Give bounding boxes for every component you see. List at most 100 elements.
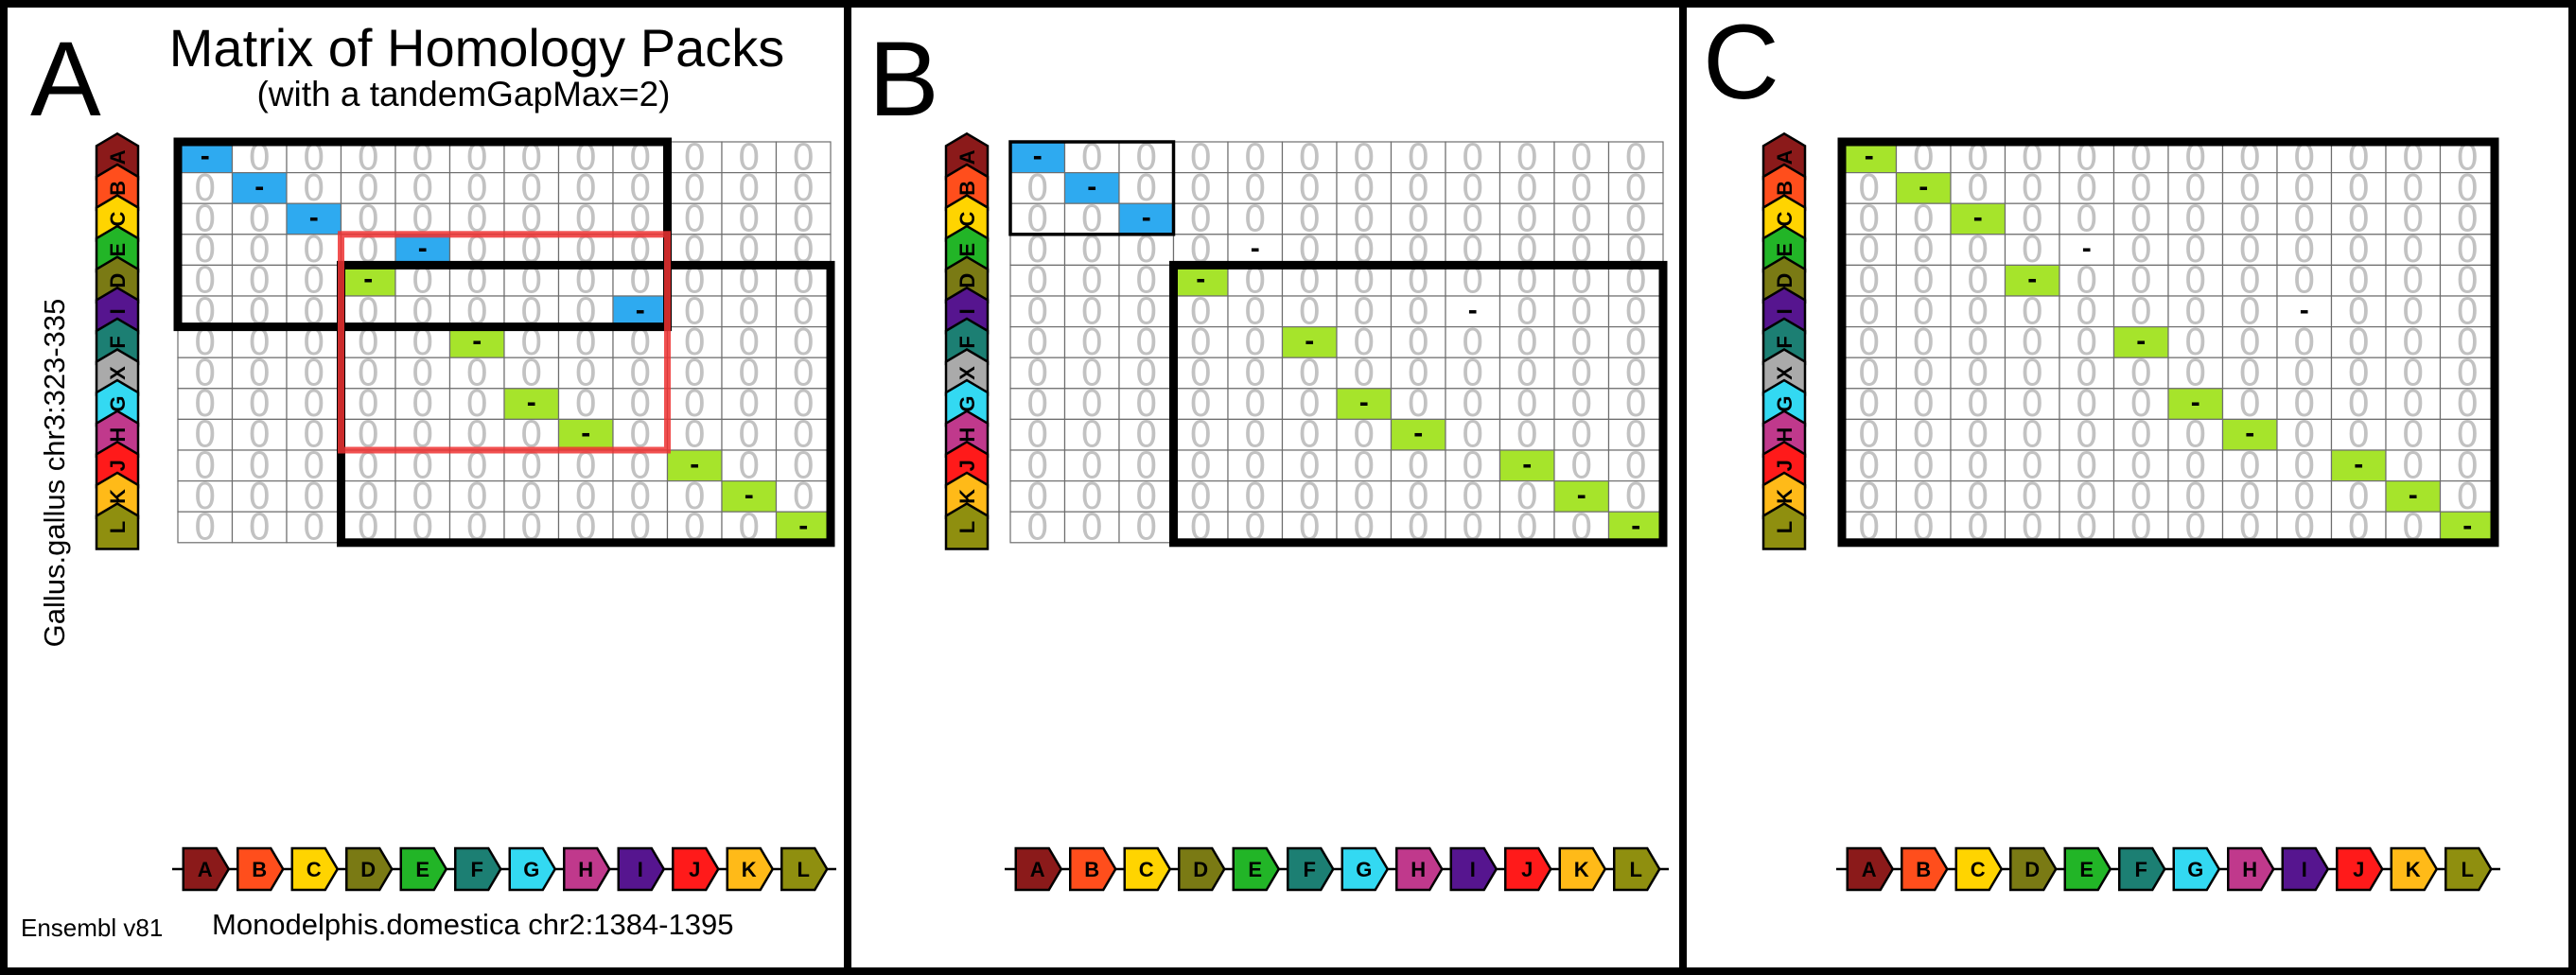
matrix-cell — [1607, 511, 1664, 544]
zero-value: 0 — [2129, 199, 2152, 240]
zero-value: 0 — [1967, 229, 1989, 270]
match-mark: - — [527, 387, 536, 418]
matrix-cell — [1895, 357, 1952, 390]
zero-value: 0 — [738, 167, 761, 209]
matrix-cell — [340, 295, 396, 328]
matrix-cell — [394, 388, 451, 420]
match-mark: - — [1142, 202, 1151, 234]
zero-value: 0 — [1026, 322, 1049, 363]
gene-label: C — [106, 211, 130, 226]
zero-value: 0 — [1570, 414, 1593, 456]
zero-value: 0 — [2456, 322, 2479, 363]
matrix-cell — [2059, 172, 2115, 204]
zero-value: 0 — [1516, 476, 1538, 517]
matrix-cell — [1950, 480, 2006, 513]
zero-value: 0 — [2076, 444, 2098, 486]
matrix-cell — [231, 511, 288, 544]
zero-value: 0 — [1624, 383, 1647, 425]
matrix-cell — [1118, 388, 1175, 420]
zero-value: 0 — [2076, 199, 2098, 240]
zero-value: 0 — [303, 476, 325, 517]
zero-value: 0 — [1026, 167, 1049, 209]
matrix-cell — [612, 418, 669, 451]
zero-value: 0 — [683, 414, 706, 456]
match-mark: - — [2245, 418, 2254, 449]
match-mark: - — [2027, 264, 2037, 295]
gene-arrow-shape — [1504, 846, 1552, 892]
matrix-cell — [1950, 234, 2006, 267]
match-mark: - — [254, 171, 264, 202]
zero-value: 0 — [1026, 476, 1049, 517]
zero-value: 0 — [2129, 444, 2152, 486]
matrix-cell — [1498, 449, 1555, 482]
col-gene-h: H — [563, 846, 611, 892]
gene-arrow-shape — [237, 846, 285, 892]
matrix-cell — [2276, 480, 2333, 513]
zero-value: 0 — [2076, 476, 2098, 517]
zero-value: 0 — [1353, 322, 1376, 363]
zero-value: 0 — [1026, 507, 1049, 548]
matrix-cell — [177, 449, 234, 482]
zero-value: 0 — [1516, 353, 1538, 394]
matrix-cell — [1063, 511, 1120, 544]
panel-letter-a: A — [30, 20, 101, 138]
gene-label: X — [955, 366, 979, 380]
matrix-cell — [394, 264, 451, 297]
matrix-cell — [1118, 295, 1175, 328]
matrix-cell — [1895, 388, 1952, 420]
panel-b-matrix: -0 0 0 0 0 0 0 0 0 0 00-0 0 0 0 0 0 0 0 0 00 0-0 0 0 0 0 0 0 0 00 0 0 0… — [944, 131, 1669, 892]
matrix-cell — [340, 264, 396, 297]
zero-value: 0 — [2184, 414, 2207, 456]
matrix-cell — [1841, 388, 1898, 420]
col-gene-d: D — [2009, 846, 2058, 892]
gene-arrow-shape — [2118, 846, 2166, 892]
zero-value: 0 — [1135, 507, 1158, 548]
gene-arrow-shape — [1954, 846, 2004, 892]
zero-value: 0 — [1353, 199, 1376, 240]
row-gene-d: D — [95, 255, 140, 304]
matrix-cell — [1553, 326, 1610, 358]
zero-value: 0 — [1570, 199, 1593, 240]
zero-value: 0 — [2402, 414, 2425, 456]
matrix-cell — [448, 480, 505, 513]
zero-value: 0 — [1080, 414, 1103, 456]
matrix-cell — [2439, 388, 2496, 420]
zero-value: 0 — [1624, 136, 1647, 178]
zero-value: 0 — [248, 229, 271, 270]
matrix-cell — [1390, 172, 1446, 204]
matrix-cell — [2059, 202, 2115, 235]
col-gene-i: I — [1449, 846, 1498, 892]
matrix-cell — [1445, 234, 1501, 267]
match-mark: - — [1413, 418, 1423, 449]
zero-value: 0 — [2238, 444, 2261, 486]
zero-value: 0 — [2076, 322, 2098, 363]
zero-value: 0 — [1189, 199, 1212, 240]
gene-arrow-shape — [1761, 502, 1807, 550]
matrix-cell — [2385, 264, 2442, 297]
zero-value: 0 — [1624, 444, 1647, 486]
col-gene-a: A — [1846, 846, 1895, 892]
match-mark: - — [690, 448, 699, 479]
col-gene-b: B — [1069, 846, 1117, 892]
matrix-cell — [2112, 449, 2169, 482]
zero-value: 0 — [2402, 383, 2425, 425]
zero-value: 0 — [2456, 353, 2479, 394]
zero-value: 0 — [2238, 199, 2261, 240]
matrix-cell — [1227, 388, 1284, 420]
matrix-cell — [1063, 418, 1120, 451]
matrix-cell — [448, 202, 505, 235]
gene-arrow-shape — [726, 846, 775, 892]
matrix-cell — [2112, 202, 2169, 235]
matrix-cell — [1895, 202, 1952, 235]
zero-value: 0 — [1516, 414, 1538, 456]
homology-pack-box — [1169, 260, 1668, 548]
row-gene-c: C — [1761, 194, 1807, 242]
zero-value: 0 — [1462, 167, 1484, 209]
match-mark: - — [1033, 140, 1043, 171]
zero-value: 0 — [248, 476, 271, 517]
zero-value: 0 — [2021, 322, 2043, 363]
matrix-cell — [231, 172, 288, 204]
zero-value: 0 — [2347, 383, 2370, 425]
gene-arrow-shape — [1069, 846, 1117, 892]
row-gene-l: L — [944, 502, 990, 550]
